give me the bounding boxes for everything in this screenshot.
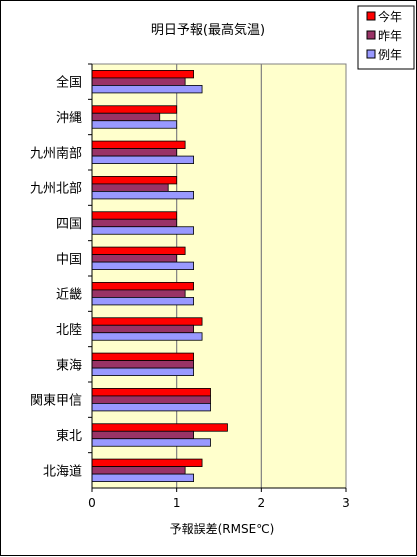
bar-1-1: [91, 112, 161, 122]
bar-4-0: [91, 211, 178, 220]
bar-7-2: [91, 332, 203, 341]
legend-label-2: 例年: [378, 48, 402, 62]
bar-4-1: [91, 218, 178, 228]
x-tick-label-0: 0: [88, 496, 96, 510]
bar-5-2: [91, 261, 194, 270]
bars-group: [91, 70, 228, 482]
bar-3-2: [91, 191, 194, 200]
bar-6-1: [91, 289, 186, 298]
bar-10-1: [91, 430, 194, 440]
x-tick-label-3: 3: [342, 496, 350, 510]
bar-9-0: [91, 388, 211, 397]
bar-0-1: [91, 77, 186, 86]
category-label-3: 九州北部: [30, 182, 82, 197]
legend-label-0: 今年: [378, 9, 402, 24]
bar-4-2: [91, 226, 194, 235]
bar-5-0: [91, 246, 186, 255]
bar-11-2: [91, 473, 194, 482]
bar-0-0: [91, 70, 194, 79]
bar-3-0: [91, 176, 178, 185]
legend-swatch-1: [366, 30, 376, 40]
category-label-8: 東海: [56, 357, 82, 373]
legend-swatch-0: [366, 11, 376, 21]
bar-9-1: [91, 395, 211, 404]
x-tick-labels: 0 1 2 3: [88, 488, 350, 510]
bar-6-2: [91, 297, 194, 306]
category-label-10: 東北: [56, 428, 82, 444]
bar-7-1: [91, 324, 194, 334]
bar-1-2: [91, 120, 178, 129]
category-label-1: 沖縄: [56, 111, 82, 126]
category-label-0: 全国: [56, 75, 82, 91]
bar-2-1: [91, 148, 178, 157]
bar-8-2: [91, 367, 194, 376]
bar-2-0: [91, 140, 186, 149]
chart-title: 明日予報(最高気温): [151, 22, 265, 38]
legend-label-1: 昨年: [378, 29, 402, 43]
bar-8-1: [91, 360, 194, 369]
bar-9-2: [91, 403, 211, 412]
bar-0-2: [91, 85, 203, 94]
bar-3-1: [91, 183, 169, 192]
bar-1-0: [91, 105, 178, 114]
category-label-11: 北海道: [43, 464, 82, 479]
bar-8-0: [91, 352, 194, 361]
category-label-9: 関東甲信: [30, 393, 82, 409]
x-tick-label-2: 2: [258, 496, 266, 510]
bar-11-1: [91, 466, 186, 475]
category-label-6: 近畿: [56, 288, 82, 303]
legend-swatch-2: [366, 49, 376, 59]
bar-5-1: [91, 254, 178, 263]
bar-7-0: [91, 317, 203, 326]
plot-area: [91, 63, 347, 489]
bar-2-2: [91, 155, 194, 164]
gridlines: [176, 64, 262, 488]
bar-10-0: [91, 423, 228, 432]
bar-6-0: [91, 282, 194, 291]
category-label-2: 九州南部: [30, 145, 82, 161]
x-axis-label: 予報誤差(RMSE℃): [170, 521, 275, 536]
category-label-7: 北陸: [56, 322, 82, 338]
category-label-4: 四国: [56, 217, 82, 232]
bar-11-0: [91, 458, 203, 467]
x-tick-label-1: 1: [173, 496, 181, 510]
category-label-5: 中国: [56, 252, 82, 267]
bar-10-2: [91, 438, 211, 447]
